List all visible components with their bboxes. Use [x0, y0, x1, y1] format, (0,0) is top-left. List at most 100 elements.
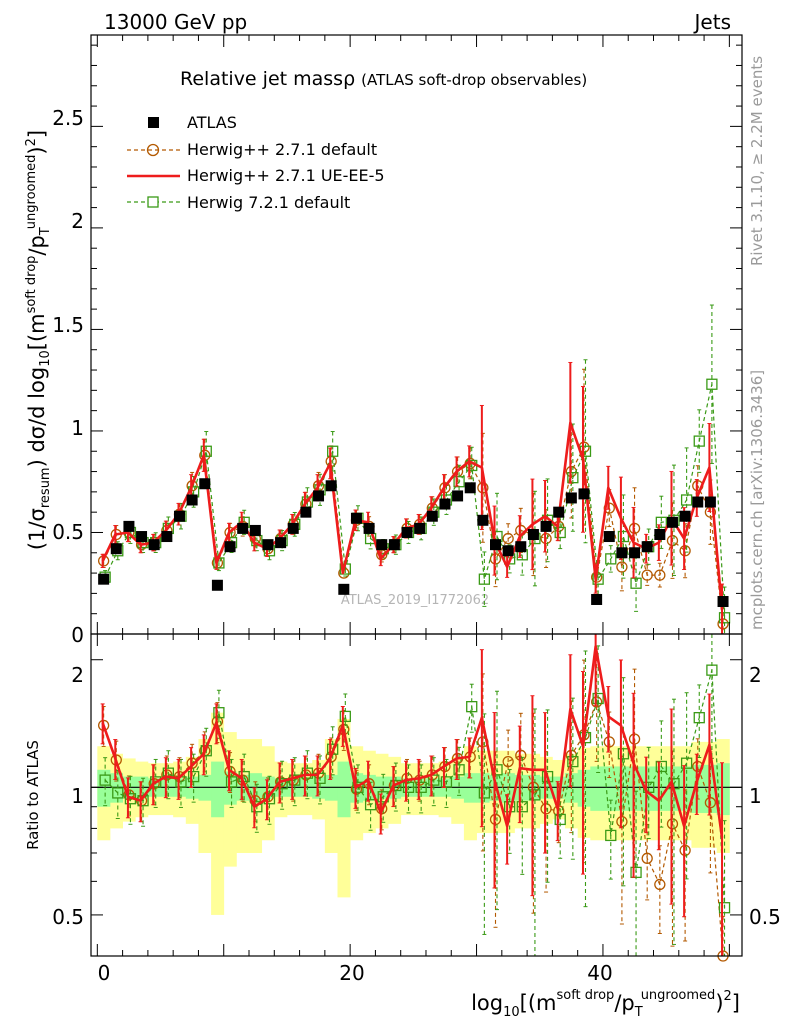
- herwig7-default-ratio-point: [567, 755, 579, 768]
- atlas-point: [565, 492, 577, 504]
- atlas-point: [527, 529, 539, 541]
- band-inner-bin: [678, 766, 692, 811]
- herwig7-default-ratio-point: [415, 781, 427, 793]
- atlas-point: [350, 512, 362, 524]
- herwig7-default-ratio-point: [112, 787, 124, 799]
- atlas-point: [641, 541, 653, 553]
- atlas-point: [654, 529, 666, 541]
- herwig7-default-ratio-point: [402, 781, 415, 793]
- herwigpp-default-ratio-point: [641, 852, 653, 864]
- atlas-point: [136, 531, 148, 543]
- herwig7-default-ratio-point: [301, 767, 314, 779]
- band-inner-bin: [640, 766, 654, 811]
- herwig7-default-ratio-point: [554, 813, 566, 826]
- main-ytick-label-3: 1.5: [52, 313, 84, 337]
- herwig7-default-ratio-point: [352, 781, 364, 793]
- band-inner-bin: [716, 763, 730, 816]
- atlas-point: [679, 510, 691, 522]
- herwig7-default-ratio-point: [529, 789, 541, 801]
- atlas-point: [629, 547, 641, 559]
- herwig7-default-ratio-point: [617, 748, 630, 760]
- main-ytick-label-5: 2.5: [52, 106, 84, 130]
- herwig7-default-point: [554, 526, 566, 539]
- herwig7-default-ratio-point: [251, 801, 263, 813]
- atlas-point: [123, 520, 135, 532]
- atlas-point: [211, 579, 223, 591]
- atlas-point: [110, 543, 122, 555]
- herwig7-default-point: [706, 378, 718, 390]
- atlas-point: [186, 494, 198, 506]
- xtick-label-2: 40: [587, 961, 612, 985]
- legend-marker-herwig7-default: [147, 196, 159, 208]
- herwig7-default-ratio-point: [364, 799, 377, 811]
- ratio-ytick-label-left-0: 0.5: [52, 905, 84, 929]
- mcplots-text: mcplots.cern.ch [arXiv:1306.3436]: [748, 370, 766, 630]
- atlas-point: [313, 490, 325, 502]
- x-axis-title: log10[(msoft drop/pTungroomed)2]: [471, 988, 740, 1020]
- atlas-point: [591, 593, 603, 605]
- y-axis-title-ratio: Ratio to ATLAS: [24, 740, 42, 850]
- atlas-point: [173, 510, 185, 522]
- legend-marker-herwigpp-default: [146, 143, 160, 157]
- atlas-point: [439, 498, 451, 510]
- herwig7-default-ratio-point: [390, 779, 402, 792]
- herwig7-default-ratio-point: [213, 707, 225, 719]
- main-ytick-label-4: 2: [71, 209, 84, 233]
- atlas-point: [376, 539, 388, 551]
- atlas-point: [414, 522, 426, 534]
- atlas-point: [426, 510, 438, 522]
- herwigpp-default-point: [616, 561, 628, 573]
- analysis-watermark: ATLAS_2019_I1772062: [341, 593, 489, 608]
- atlas-point: [287, 522, 299, 534]
- herwig7-default-point: [655, 516, 667, 528]
- atlas-point: [199, 478, 211, 490]
- band-inner-bin: [337, 761, 351, 818]
- atlas-point: [717, 596, 729, 608]
- ratio-ytick-label-right-1: 1: [749, 784, 762, 808]
- header-left: 13000 GeV pp: [104, 10, 247, 34]
- ratio-band-inner: [97, 761, 730, 818]
- herwigpp-default-ratio-point: [502, 755, 514, 768]
- atlas-point: [237, 522, 249, 534]
- y-axis-title-main: (1/σresum) dσ/d log10[(msoft drop/pTungr…: [24, 130, 53, 550]
- atlas-point: [161, 531, 173, 543]
- herwig7-default-ratio-point: [453, 764, 465, 776]
- atlas-point: [98, 573, 110, 585]
- herwig7-default-ratio-point: [718, 902, 731, 914]
- ratio-ytick-label-right-2: 2: [749, 663, 762, 687]
- herwig7-default-ratio-point: [440, 776, 453, 788]
- herwig7-default-point: [567, 472, 579, 484]
- main-ytick-label-2: 1: [71, 416, 84, 440]
- atlas-point: [363, 522, 375, 534]
- ratio-series-group: [97, 633, 731, 962]
- atlas-point: [540, 520, 552, 532]
- herwig7-default-point: [327, 445, 339, 457]
- atlas-point: [262, 539, 274, 551]
- atlas-point: [666, 516, 678, 528]
- herwig7-default-point: [453, 476, 465, 488]
- herwigpp-default-point: [641, 569, 653, 581]
- herwig7-default-point: [478, 573, 491, 585]
- herwigpp-ueee5-ratio-line: [101, 645, 724, 839]
- herwig7-default-point: [680, 494, 693, 506]
- atlas-point: [224, 541, 236, 553]
- atlas-point: [300, 506, 312, 518]
- herwig7-default-ratio-point: [225, 776, 238, 788]
- atlas-point: [338, 583, 350, 595]
- herwig7-default-ratio-point: [478, 787, 491, 799]
- atlas-point: [578, 488, 590, 500]
- herwig7-default-ratio-point: [428, 774, 440, 786]
- xtick-label-1: 20: [339, 961, 364, 985]
- band-inner-bin: [211, 761, 225, 818]
- atlas-point: [148, 539, 160, 551]
- legend: Relative jet massρ (ATLAS soft-drop obser…: [127, 68, 587, 212]
- herwig7-default-ratio-point: [605, 829, 617, 842]
- legend-title: Relative jet massρ (ATLAS soft-drop obser…: [180, 68, 587, 90]
- herwig7-default-ratio-point: [339, 710, 351, 723]
- axes-group: [91, 35, 742, 957]
- herwigpp-ueee5-line: [101, 421, 724, 610]
- atlas-point: [616, 547, 628, 559]
- legend-label-herwigpp-ueee5: Herwig++ 2.7.1 UE-EE-5: [187, 166, 385, 185]
- legend-label-herwigpp-default: Herwig++ 2.7.1 default: [187, 140, 377, 159]
